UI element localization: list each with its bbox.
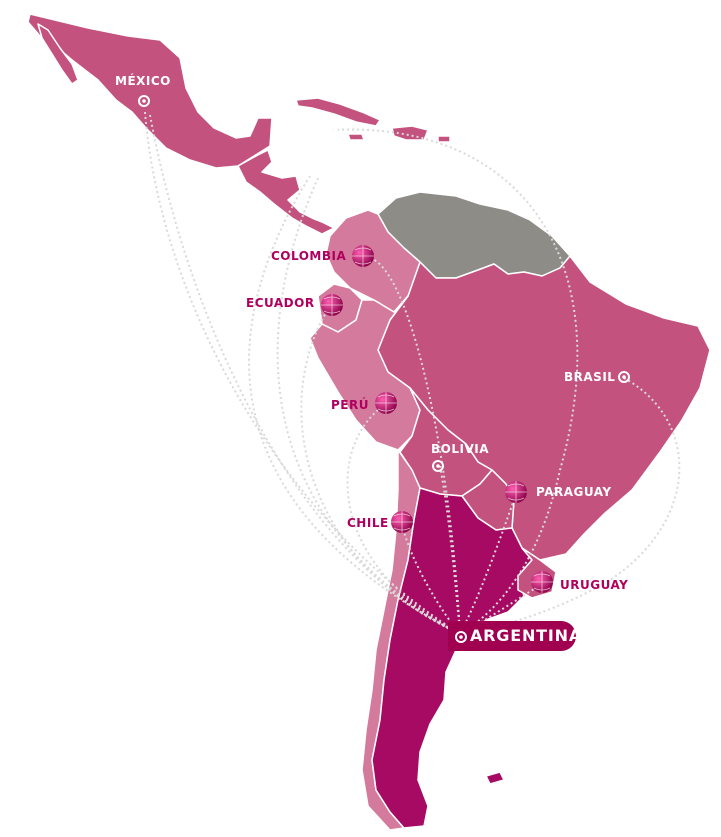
mexico-target-icon bbox=[138, 95, 150, 107]
route-mexico bbox=[144, 111, 461, 635]
paraguay-label: PARAGUAY bbox=[536, 485, 612, 499]
jamaica-shape bbox=[347, 133, 365, 141]
ecuador-globe-icon bbox=[321, 294, 343, 316]
colombia-globe-icon bbox=[352, 245, 374, 267]
hispaniola-shape bbox=[391, 125, 429, 141]
route-peru bbox=[346, 403, 461, 635]
peru-globe-icon bbox=[375, 392, 397, 414]
caribe-label: CARIBE bbox=[272, 123, 325, 137]
argentina-hub-target-icon bbox=[455, 631, 467, 643]
markers bbox=[138, 95, 630, 642]
route-america-central bbox=[248, 175, 461, 635]
colombia-shape bbox=[325, 209, 421, 313]
falklands-shape bbox=[485, 771, 505, 785]
uruguay-label: URUGUAY bbox=[560, 578, 629, 592]
baja-california-shape bbox=[37, 23, 79, 85]
route-bolivia bbox=[439, 465, 461, 635]
chile-globe-icon bbox=[391, 511, 413, 533]
cuba-shape bbox=[295, 97, 381, 127]
central-america-shape bbox=[237, 149, 335, 235]
paraguay-globe-icon bbox=[505, 481, 527, 503]
bolivia-target-icon bbox=[432, 460, 444, 472]
ecuador-label: ECUADOR bbox=[246, 296, 315, 310]
america-central-target-icon bbox=[306, 169, 318, 181]
peru-label: PERÚ bbox=[331, 398, 369, 412]
brasil-target-icon bbox=[618, 371, 630, 383]
america-central-label: AMÉRICA CENTRAL bbox=[322, 168, 457, 182]
route-uruguay bbox=[459, 583, 543, 635]
route-colombia bbox=[369, 257, 461, 635]
argentina-hub-badge bbox=[448, 621, 576, 651]
mexico-label: MÉXICO bbox=[115, 74, 171, 88]
route-ecuador bbox=[300, 305, 461, 635]
brasil-label: BRASIL bbox=[564, 370, 616, 384]
route-america-central-alt bbox=[276, 177, 461, 635]
land-layer bbox=[27, 13, 711, 831]
colombia-label: COLOMBIA bbox=[271, 249, 347, 263]
caribe-target-icon bbox=[326, 124, 338, 136]
uruguay-globe-icon bbox=[531, 571, 553, 593]
puerto-rico-shape bbox=[437, 135, 451, 143]
argentina-shape bbox=[371, 487, 533, 829]
argentina-hub-label: ARGENTINA bbox=[470, 626, 582, 645]
mexico-shape bbox=[27, 13, 273, 169]
chile-label: CHILE bbox=[347, 516, 389, 530]
bolivia-label: BOLIVIA bbox=[431, 442, 489, 456]
route-caribe bbox=[331, 128, 579, 635]
